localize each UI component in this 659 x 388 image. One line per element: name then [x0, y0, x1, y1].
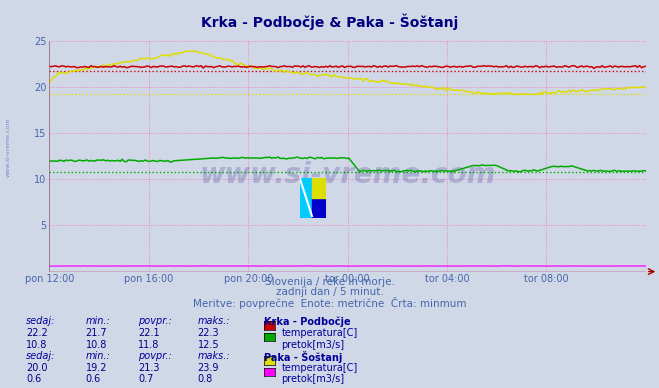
Text: 0.7: 0.7 — [138, 374, 154, 385]
Text: www.si-vreme.com: www.si-vreme.com — [200, 161, 496, 189]
Text: www.si-vreme.com: www.si-vreme.com — [6, 118, 11, 177]
Text: Slovenija / reke in morje.: Slovenija / reke in morje. — [264, 277, 395, 288]
Text: sedaj:: sedaj: — [26, 351, 56, 361]
Text: 0.8: 0.8 — [198, 374, 213, 385]
Text: 23.9: 23.9 — [198, 363, 219, 373]
Text: povpr.:: povpr.: — [138, 316, 172, 326]
Text: 10.8: 10.8 — [26, 340, 47, 350]
Text: 22.3: 22.3 — [198, 328, 219, 338]
Text: povpr.:: povpr.: — [138, 351, 172, 361]
Text: Krka - Podbočje & Paka - Šoštanj: Krka - Podbočje & Paka - Šoštanj — [201, 14, 458, 30]
Text: Krka - Podbočje: Krka - Podbočje — [264, 316, 350, 327]
Text: 22.2: 22.2 — [26, 328, 48, 338]
Text: 20.0: 20.0 — [26, 363, 48, 373]
Text: min.:: min.: — [86, 316, 111, 326]
Text: maks.:: maks.: — [198, 351, 231, 361]
Text: min.:: min.: — [86, 351, 111, 361]
Text: Paka - Šoštanj: Paka - Šoštanj — [264, 351, 342, 363]
Text: 0.6: 0.6 — [26, 374, 42, 385]
Text: Meritve: povprečne  Enote: metrične  Črta: minmum: Meritve: povprečne Enote: metrične Črta:… — [192, 297, 467, 309]
Text: temperatura[C]: temperatura[C] — [281, 363, 358, 373]
Text: pretok[m3/s]: pretok[m3/s] — [281, 374, 345, 385]
Text: 21.3: 21.3 — [138, 363, 160, 373]
Text: 12.5: 12.5 — [198, 340, 219, 350]
Text: 22.1: 22.1 — [138, 328, 160, 338]
Text: temperatura[C]: temperatura[C] — [281, 328, 358, 338]
Text: zadnji dan / 5 minut.: zadnji dan / 5 minut. — [275, 287, 384, 297]
Text: maks.:: maks.: — [198, 316, 231, 326]
Text: 19.2: 19.2 — [86, 363, 107, 373]
Text: pretok[m3/s]: pretok[m3/s] — [281, 340, 345, 350]
Text: 0.6: 0.6 — [86, 374, 101, 385]
Text: sedaj:: sedaj: — [26, 316, 56, 326]
Text: 10.8: 10.8 — [86, 340, 107, 350]
Text: 11.8: 11.8 — [138, 340, 159, 350]
Text: 21.7: 21.7 — [86, 328, 107, 338]
